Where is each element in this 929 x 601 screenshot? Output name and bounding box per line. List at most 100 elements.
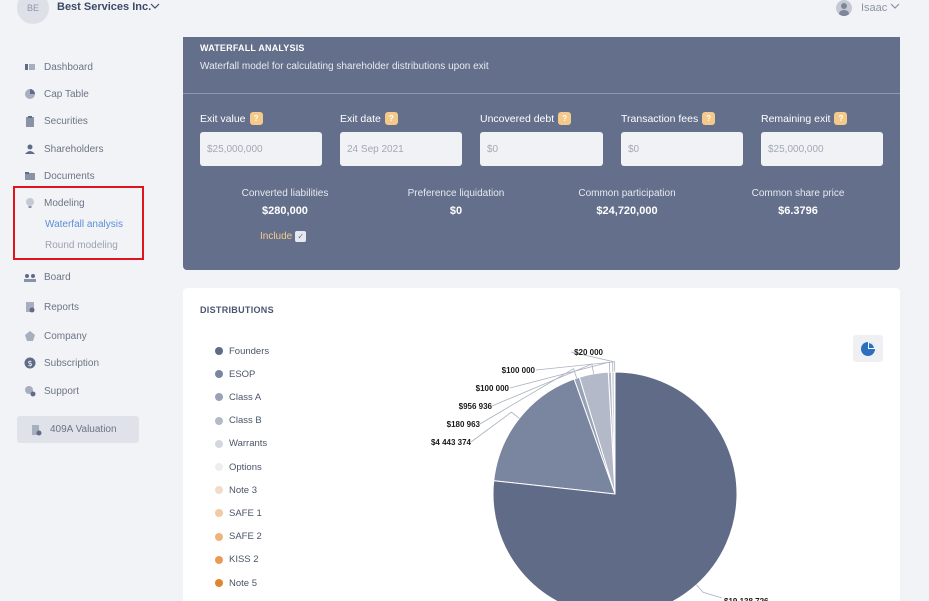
sidebar-item-label: Modeling: [44, 197, 85, 209]
sidebar-item-securities[interactable]: Securities: [24, 113, 88, 129]
waterfall-panel: WATERFALL ANALYSIS Waterfall model for c…: [183, 37, 900, 270]
converted-liabilities-value: $280,000: [262, 205, 308, 217]
preference-liquidation-label: Preference liquidation: [407, 188, 505, 199]
pie-leader-line: [470, 411, 520, 443]
user-avatar[interactable]: [836, 0, 852, 16]
pie-chart-icon: [24, 88, 36, 100]
document-icon: [30, 424, 42, 436]
sidebar-item-label: Company: [44, 330, 87, 342]
help-icon[interactable]: ?: [384, 112, 398, 125]
uncovered-debt-label-text: Uncovered debt: [480, 112, 555, 125]
common-participation-value: $24,720,000: [596, 205, 658, 217]
sidebar-subitem-waterfall-analysis[interactable]: Waterfall analysis: [45, 219, 123, 230]
transaction-fees-input[interactable]: $0: [621, 132, 743, 166]
chevron-down-icon[interactable]: [150, 1, 160, 14]
clipboard-icon: [24, 115, 36, 127]
remaining-exit-label: Remaining exit?: [761, 112, 848, 125]
sidebar-item-dashboard[interactable]: Dashboard: [24, 59, 93, 75]
sidebar-item-cap-table[interactable]: Cap Table: [24, 86, 89, 102]
sidebar-item-reports[interactable]: Reports: [24, 299, 79, 315]
legend-item[interactable]: Founders: [215, 345, 269, 357]
sidebar-item-company[interactable]: Company: [24, 328, 87, 344]
legend-swatch: [215, 555, 223, 564]
remaining-exit-input[interactable]: $25,000,000: [761, 132, 883, 166]
preference-liquidation-value: $0: [449, 205, 463, 217]
include-label: Include: [260, 231, 293, 242]
legend-swatch: [215, 393, 223, 402]
sidebar-item-label: Reports: [44, 301, 80, 313]
legend-swatch: [215, 439, 223, 448]
legend-label: Note 5: [229, 577, 257, 589]
legend-label: Class B: [229, 415, 262, 427]
help-icon[interactable]: ?: [834, 112, 848, 125]
409a-valuation-label: 409A Valuation: [50, 424, 117, 435]
legend-item[interactable]: SAFE 1: [215, 507, 262, 519]
legend-item[interactable]: Class A: [215, 391, 261, 403]
pie-leader-line: [696, 584, 723, 599]
legend-label: ESOP: [229, 368, 256, 380]
dollar-icon: $: [24, 357, 36, 369]
legend-label: Class A: [229, 391, 262, 403]
sidebar-item-subscription[interactable]: $ Subscription: [24, 355, 99, 371]
legend-label: SAFE 1: [229, 507, 262, 519]
checkbox-checked-icon[interactable]: ✓: [295, 231, 307, 242]
legend-item[interactable]: ESOP: [215, 368, 255, 380]
legend-item[interactable]: Class B: [215, 415, 262, 427]
chart-type-toggle-button[interactable]: [853, 335, 883, 362]
uncovered-debt-input[interactable]: $0: [480, 132, 603, 166]
exit-value-input[interactable]: $25,000,000: [200, 132, 322, 166]
pie-data-label: $100 000: [502, 366, 536, 375]
sidebar-item-documents[interactable]: Documents: [24, 168, 95, 184]
legend-label: SAFE 2: [229, 531, 262, 543]
person-icon: [24, 143, 36, 155]
help-icon[interactable]: ?: [249, 112, 263, 125]
include-toggle[interactable]: Include ✓: [260, 231, 307, 242]
uncovered-debt-label: Uncovered debt?: [480, 112, 572, 125]
help-icon[interactable]: ?: [702, 112, 716, 125]
sidebar-item-modeling[interactable]: Modeling: [24, 195, 85, 211]
legend-item[interactable]: Options: [215, 461, 262, 473]
exit-date-input[interactable]: 24 Sep 2021: [340, 132, 462, 166]
legend-item[interactable]: Note 3: [215, 484, 257, 496]
sidebar-subitem-round-modeling[interactable]: Round modeling: [45, 240, 118, 251]
pie-slice[interactable]: [493, 378, 616, 495]
transaction-fees-label-text: Transaction fees: [621, 112, 699, 125]
waterfall-title: WATERFALL ANALYSIS: [200, 43, 305, 53]
sidebar-item-label: Dashboard: [44, 61, 93, 73]
sidebar-item-label: Board: [44, 271, 71, 283]
svg-text:$: $: [27, 359, 32, 368]
legend-item[interactable]: Warrants: [215, 438, 267, 450]
exit-value-label: Exit value?: [200, 112, 263, 125]
chevron-down-icon[interactable]: [890, 1, 900, 14]
legend-swatch: [215, 579, 223, 587]
highlight-box: [13, 186, 144, 260]
report-icon: [24, 301, 36, 313]
company-name[interactable]: Best Services Inc.: [57, 1, 152, 13]
help-icon[interactable]: ?: [558, 112, 572, 125]
distributions-title: DISTRIBUTIONS: [200, 305, 274, 315]
legend-label: KISS 2: [229, 554, 259, 566]
409a-valuation-button[interactable]: 409A Valuation: [17, 416, 139, 443]
legend-item[interactable]: KISS 2: [215, 554, 259, 566]
pie-leader-line: [570, 351, 616, 373]
company-avatar[interactable]: BE: [17, 0, 49, 24]
sidebar-item-label: Cap Table: [44, 88, 89, 100]
board-icon: [24, 271, 36, 283]
sidebar-item-support[interactable]: Support: [24, 383, 79, 399]
exit-date-label-text: Exit date: [340, 112, 381, 125]
building-icon: [24, 330, 36, 342]
legend-swatch: [215, 416, 223, 425]
sidebar-item-board[interactable]: Board: [24, 269, 71, 285]
pie-leader-line: [479, 368, 578, 425]
user-name[interactable]: Isaac: [861, 2, 888, 14]
legend-swatch: [215, 532, 223, 541]
pie-leader-line: [491, 363, 595, 407]
sidebar-item-label: Securities: [44, 115, 88, 127]
legend-item[interactable]: SAFE 2: [215, 531, 262, 543]
folder-icon: [24, 170, 36, 182]
legend-item[interactable]: Note 5: [215, 577, 257, 589]
pie-data-label: $4 443 374: [431, 438, 472, 447]
remaining-exit-label-text: Remaining exit: [761, 112, 831, 125]
sidebar-item-shareholders[interactable]: Shareholders: [24, 141, 103, 157]
